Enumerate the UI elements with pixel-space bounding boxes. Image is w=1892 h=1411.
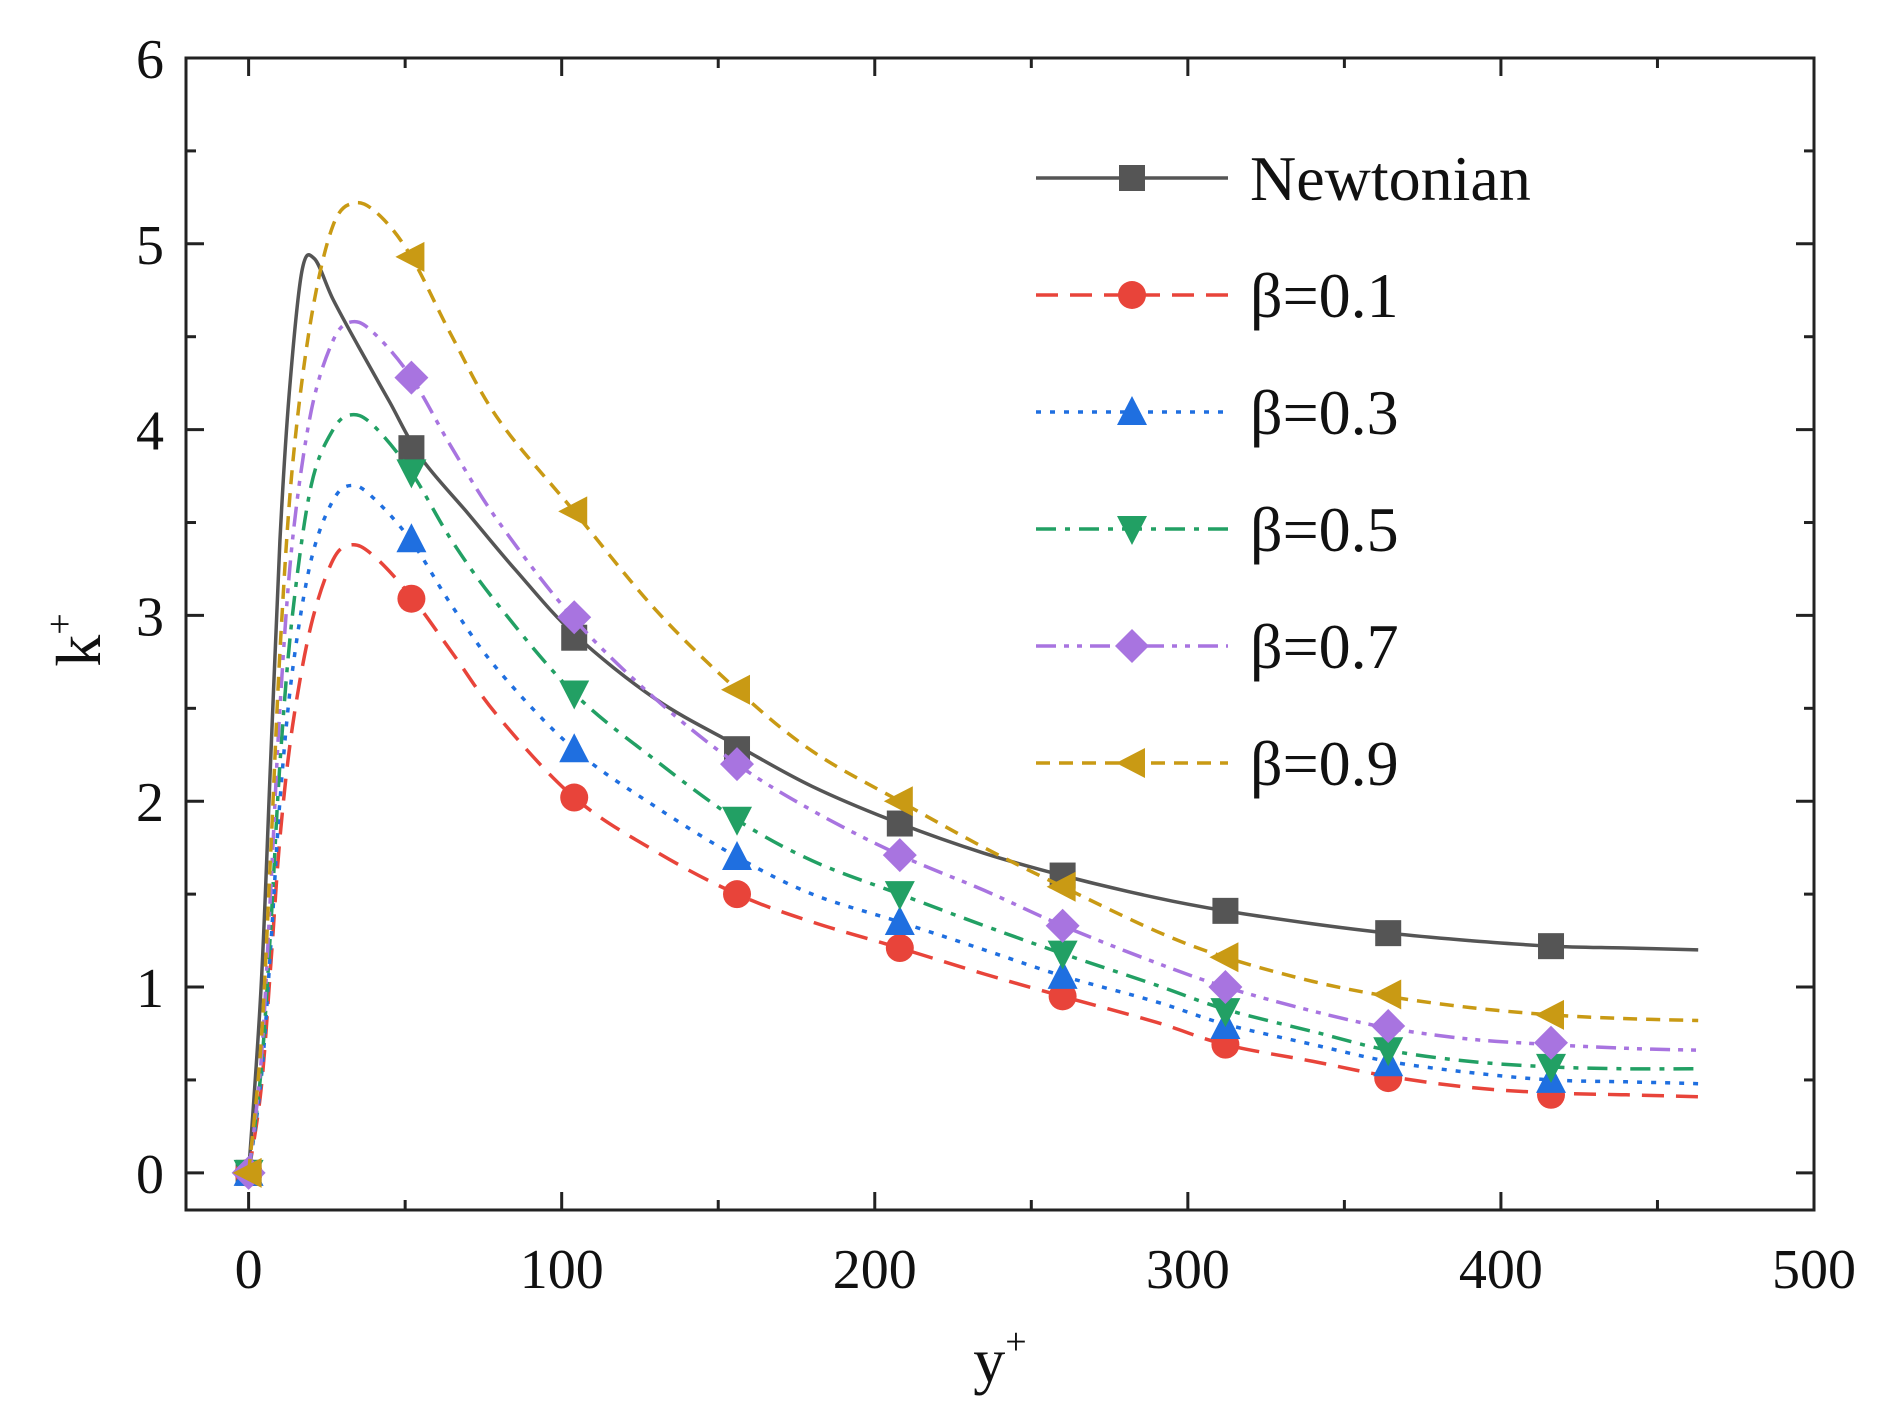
data-point (558, 496, 588, 527)
y-tick-label: 3 (136, 586, 164, 648)
y-tick-label: 2 (136, 772, 164, 834)
x-tick-label: 500 (1772, 1239, 1856, 1301)
x-tick-label: 300 (1146, 1239, 1230, 1301)
legend-label: β=0.7 (1250, 611, 1399, 682)
x-axis-label: y+ (973, 1321, 1026, 1396)
data-point (395, 241, 425, 272)
legend-label: β=0.9 (1250, 728, 1399, 799)
legend-marker (1118, 281, 1146, 309)
y-tick-label: 6 (136, 29, 164, 91)
legend-entry: β=0.9 (1036, 728, 1399, 799)
data-point (394, 360, 429, 395)
series-line (246, 319, 1699, 1173)
x-tick-label: 0 (235, 1239, 263, 1301)
series-line (246, 412, 1699, 1174)
legend-entry: β=0.1 (1036, 260, 1399, 331)
data-point (886, 810, 913, 837)
legend-marker (1119, 165, 1145, 191)
data-point (884, 881, 915, 911)
data-point (1046, 871, 1076, 902)
data-point (723, 880, 752, 909)
series-line (246, 253, 1699, 1173)
y-axis-label: k+ (39, 613, 114, 666)
legend-marker (1116, 748, 1145, 778)
plot-area (184, 56, 1816, 1212)
data-point (720, 747, 755, 782)
data-point (1212, 897, 1239, 924)
series-line (246, 543, 1699, 1174)
data-point (1372, 979, 1402, 1010)
data-point (882, 838, 917, 873)
data-point (722, 840, 753, 870)
x-tick-labels: 0 100 200 300 400 500 (235, 1239, 1856, 1301)
data-point (396, 523, 427, 553)
data-point (721, 674, 751, 705)
x-tick-label: 400 (1459, 1239, 1543, 1301)
data-point (1045, 908, 1080, 943)
y-tick-label: 5 (136, 215, 164, 277)
series-beta-03 (233, 483, 1699, 1186)
data-point (1536, 1053, 1567, 1083)
y-tick-label: 4 (136, 401, 164, 463)
legend-entry: β=0.7 (1036, 611, 1399, 682)
y-tick-labels: 0 1 2 3 4 5 6 (136, 29, 164, 1206)
data-point (1371, 1009, 1406, 1044)
data-point (1047, 959, 1078, 989)
data-point (1209, 942, 1239, 973)
legend-entry: β=0.3 (1036, 377, 1399, 448)
data-point (559, 733, 590, 763)
data-point (1535, 999, 1565, 1030)
legend-marker (1115, 629, 1149, 663)
legend-label: β=0.1 (1250, 260, 1399, 331)
data-point (884, 906, 915, 935)
legend-label: Newtonian (1250, 143, 1531, 214)
y-tick-label: 1 (136, 958, 164, 1020)
series-line (246, 483, 1699, 1174)
series-layer (231, 200, 1699, 1190)
series-beta-07 (231, 319, 1699, 1190)
series-beta-01 (234, 543, 1699, 1187)
data-point (232, 1157, 262, 1188)
data-point (557, 600, 592, 635)
data-point (560, 783, 589, 812)
data-point (559, 680, 590, 710)
tick-marks (186, 56, 1816, 1210)
series-beta-05 (233, 412, 1699, 1189)
x-tick-label: 100 (520, 1239, 604, 1301)
data-point (396, 459, 427, 489)
legend-entry: Newtonian (1036, 143, 1531, 214)
x-tick-label: 200 (833, 1239, 917, 1301)
data-point (1534, 1025, 1569, 1060)
data-point (885, 934, 914, 963)
legend: Newtonian β=0.1 β=0.3 β=0.5 β=0.7 β=0.9 (1036, 143, 1531, 799)
data-point (1375, 920, 1402, 947)
data-point (1048, 982, 1077, 1011)
legend-marker (1117, 396, 1147, 425)
series-newtonian (235, 253, 1699, 1186)
data-point (1208, 970, 1243, 1005)
legend-marker (1117, 516, 1147, 545)
legend-label: β=0.3 (1250, 377, 1399, 448)
data-point (883, 786, 913, 817)
data-point (1047, 940, 1078, 970)
data-point (1538, 933, 1565, 960)
data-point (397, 584, 426, 613)
legend-entry: β=0.5 (1036, 494, 1399, 565)
data-point (1210, 998, 1241, 1028)
y-tick-label: 0 (136, 1144, 164, 1206)
data-point (1373, 1037, 1404, 1067)
data-point (722, 806, 753, 836)
data-point (398, 435, 425, 462)
series-line (246, 200, 1699, 1173)
legend-label: β=0.5 (1250, 494, 1399, 565)
series-beta-09 (232, 200, 1699, 1188)
